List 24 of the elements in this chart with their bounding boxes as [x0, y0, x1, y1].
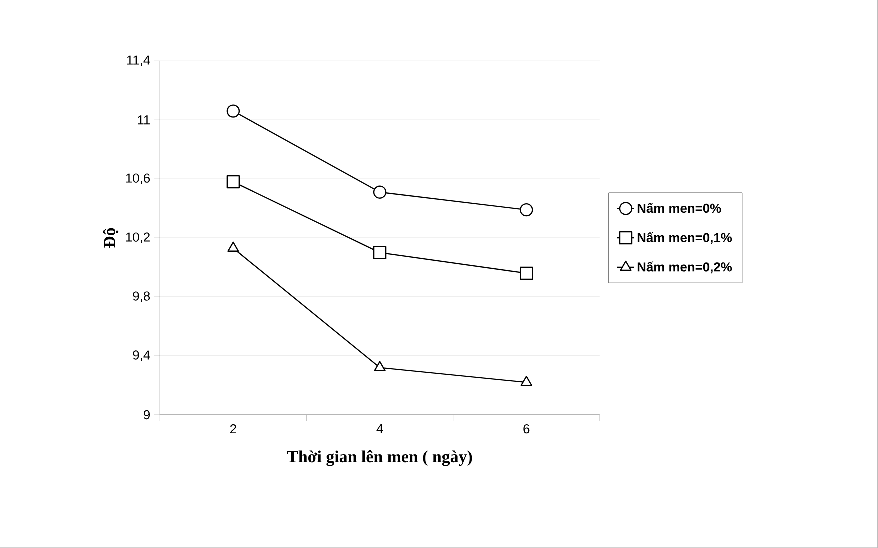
y-axis-title: Độ	[103, 228, 119, 248]
x-tick-label: 6	[524, 424, 530, 434]
point	[373, 186, 387, 199]
y-tick-label: 9,8	[133, 292, 150, 302]
point	[373, 246, 387, 260]
point	[226, 175, 240, 189]
y-tick-label: 9,4	[133, 350, 150, 362]
y-tick-label: 10,2	[126, 232, 150, 244]
y-tick-label: 9	[144, 410, 150, 420]
legend-label: Nấm men=0,1%	[638, 232, 732, 244]
point	[226, 104, 240, 118]
y-tick-label: 11,4	[127, 56, 150, 66]
x-tick-label: 4	[376, 424, 384, 434]
y-tick-label: 11	[138, 116, 150, 125]
point	[520, 376, 532, 386]
point	[520, 266, 534, 280]
point	[520, 203, 534, 217]
y-tick-label: 10,6	[126, 174, 150, 184]
point	[374, 361, 386, 372]
legend-label: Nấm men=0,2%	[638, 262, 732, 274]
x-axis-title: Thời gian lên men ( ngày)	[287, 450, 472, 466]
x-tick-label: 2	[230, 424, 236, 434]
legend-label: Nấm men=0%	[638, 202, 722, 214]
point	[228, 242, 240, 252]
